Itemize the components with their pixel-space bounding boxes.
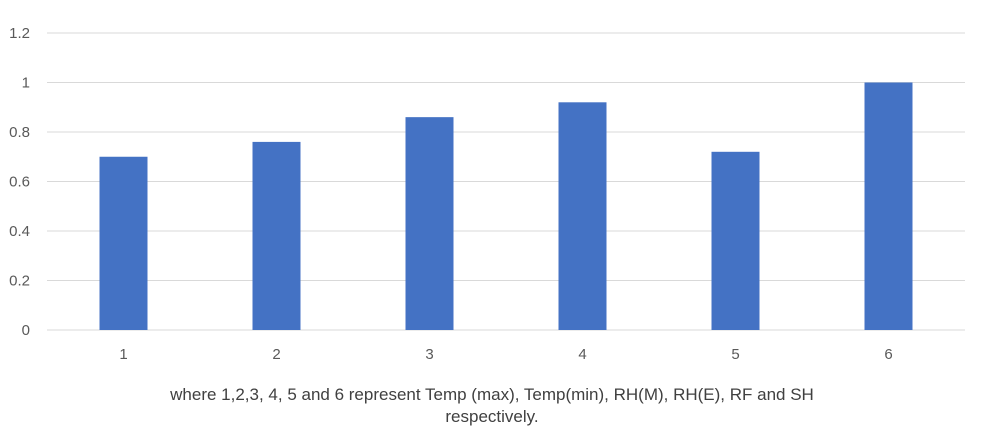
y-tick-label: 0.6 xyxy=(9,174,30,191)
bar-5 xyxy=(711,151,760,330)
bar-6 xyxy=(864,82,913,330)
x-tick-label: 2 xyxy=(272,346,280,363)
bar-4 xyxy=(558,102,607,330)
x-tick-label: 5 xyxy=(731,346,739,363)
chart-caption: where 1,2,3, 4, 5 and 6 represent Temp (… xyxy=(0,384,984,428)
bar-2 xyxy=(252,141,301,330)
y-tick-label: 0 xyxy=(22,322,30,339)
y-tick-label: 0.2 xyxy=(9,273,30,290)
x-tick-label: 1 xyxy=(119,346,127,363)
x-tick-label: 4 xyxy=(578,346,586,363)
y-tick-label: 1.2 xyxy=(9,25,30,42)
caption-line-1: where 1,2,3, 4, 5 and 6 represent Temp (… xyxy=(170,385,814,404)
caption-line-2: respectively. xyxy=(445,407,539,426)
bar-1 xyxy=(99,156,148,330)
y-tick-label: 1 xyxy=(22,75,30,92)
y-tick-label: 0.8 xyxy=(9,124,30,141)
x-tick-label: 3 xyxy=(425,346,433,363)
bar-chart: 0 0.2 0.4 0.6 0.8 1 1.2 1 2 3 4 5 6 xyxy=(9,25,965,363)
y-tick-label: 0.4 xyxy=(9,223,30,240)
x-tick-label: 6 xyxy=(884,346,892,363)
bar-3 xyxy=(405,117,454,331)
